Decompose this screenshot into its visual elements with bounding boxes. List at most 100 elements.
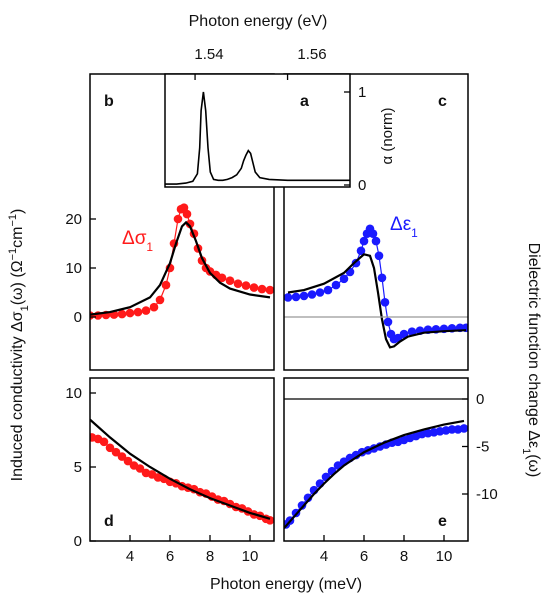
y-tick-label-b: 20 (65, 211, 82, 228)
y-tick-label-e: 0 (476, 391, 484, 408)
bottom-axis-title: Photon energy (meV) (210, 576, 362, 593)
y-tick-label-e: -5 (476, 439, 489, 456)
data-point-c (291, 292, 301, 302)
data-point-d (117, 452, 127, 461)
data-point-c (351, 258, 361, 268)
data-point-b (117, 309, 127, 319)
panel-letter-e: e (438, 513, 447, 530)
fit-curve-b (90, 220, 271, 316)
data-point-b (265, 285, 274, 295)
data-point-b (233, 279, 243, 289)
plot-area-e (284, 398, 468, 529)
x-tick-label-d: 8 (206, 548, 214, 565)
y-tick-label-d: 10 (65, 385, 82, 402)
y-tick-label-b: 10 (65, 260, 82, 277)
spectrum-line-a (165, 91, 350, 185)
data-point-b (185, 219, 195, 229)
panel-c (283, 73, 469, 371)
panel-letter-c: c (438, 93, 447, 110)
data-point-b (182, 209, 192, 219)
data-point-c (299, 291, 309, 301)
data-point-e (447, 425, 457, 434)
data-point-c (331, 280, 341, 290)
data-point-b (241, 281, 251, 290)
panel-letter-d: d (104, 513, 114, 530)
data-point-d (135, 464, 145, 473)
data-point-b (225, 276, 235, 286)
data-point-b (217, 273, 227, 283)
data-point-c (368, 229, 378, 238)
data-point-c (383, 317, 393, 327)
data-point-b (249, 283, 259, 292)
fit-curve-c (287, 253, 467, 349)
plot-area-d (90, 418, 274, 525)
data-point-b (141, 306, 151, 315)
data-point-c (399, 329, 409, 339)
top-tick-2: 1.56 (297, 46, 326, 63)
top-axis-title: Photon energy (eV) (189, 13, 328, 30)
data-point-c (284, 293, 293, 302)
y-tick-label-b: 0 (74, 309, 82, 326)
x-tick-label-d: 4 (126, 548, 134, 565)
panel-d: 4 6 8 10 0 5 10 (65, 377, 275, 565)
left-axis-title: Induced conductivity Δσ1(ω) (Ω−1cm−1) (7, 209, 31, 482)
data-point-b (173, 214, 183, 224)
fit-curve-e (284, 419, 465, 529)
frame-a (164, 73, 351, 188)
y-tick-label-a: 1 (358, 84, 366, 101)
data-point-d (111, 447, 121, 457)
data-point-c (323, 285, 333, 295)
data-point-c (356, 246, 366, 256)
data-point-b (133, 307, 143, 317)
data-point-b (149, 302, 159, 312)
top-tick-1: 1.54 (194, 46, 223, 63)
data-point-c (380, 298, 390, 307)
inset-bg (165, 74, 350, 187)
plot-area-a (165, 91, 350, 185)
frame-c (283, 73, 469, 371)
data-line-b (90, 206, 271, 317)
frame-d (89, 377, 275, 542)
frame-e (283, 377, 469, 542)
data-line-e (285, 427, 465, 525)
data-point-c (339, 274, 349, 284)
data-point-b (125, 308, 135, 318)
fit-curve-d (90, 418, 271, 520)
panel-e: 4 6 8 10 0 -5 -10 (283, 377, 498, 565)
x-tick-label-e: 10 (436, 548, 453, 565)
x-tick-label-e: 8 (400, 548, 408, 565)
data-point-d (99, 437, 109, 447)
data-point-c (315, 288, 325, 297)
data-point-b (257, 284, 267, 294)
data-point-b (161, 280, 171, 290)
x-tick-label-d: 10 (242, 548, 259, 565)
data-point-e (459, 424, 468, 433)
y-tick-label-d: 0 (74, 533, 82, 550)
data-point-c (371, 236, 381, 246)
data-point-c (377, 273, 387, 283)
data-point-b (155, 295, 165, 305)
data-point-e (297, 501, 307, 510)
plot-area-c (284, 224, 468, 349)
series-label-eps: Δε1 (390, 214, 418, 240)
x-tick-label-e: 4 (320, 548, 328, 565)
data-point-c (359, 236, 369, 246)
data-point-c (407, 327, 417, 337)
data-point-d (105, 443, 115, 453)
series-label-sigma: Δσ1 (122, 228, 153, 254)
right-axis-title: Dielectric function change Δε1(ω) (520, 243, 542, 478)
data-point-d (123, 456, 133, 466)
inset-ylabel: α (norm) (379, 107, 396, 164)
data-point-c (374, 251, 384, 261)
panel-letter-a: a (300, 93, 309, 110)
x-tick-label-e: 6 (360, 548, 368, 565)
y-tick-label-d: 5 (74, 459, 82, 476)
panel-a-inset: 01 (164, 73, 366, 194)
y-tick-label-e: -10 (476, 486, 498, 503)
data-point-c (307, 290, 317, 299)
plot-area-b (90, 203, 274, 320)
data-point-b (179, 203, 189, 212)
x-tick-label-d: 6 (166, 548, 174, 565)
y-tick-label-a: 0 (358, 177, 366, 194)
